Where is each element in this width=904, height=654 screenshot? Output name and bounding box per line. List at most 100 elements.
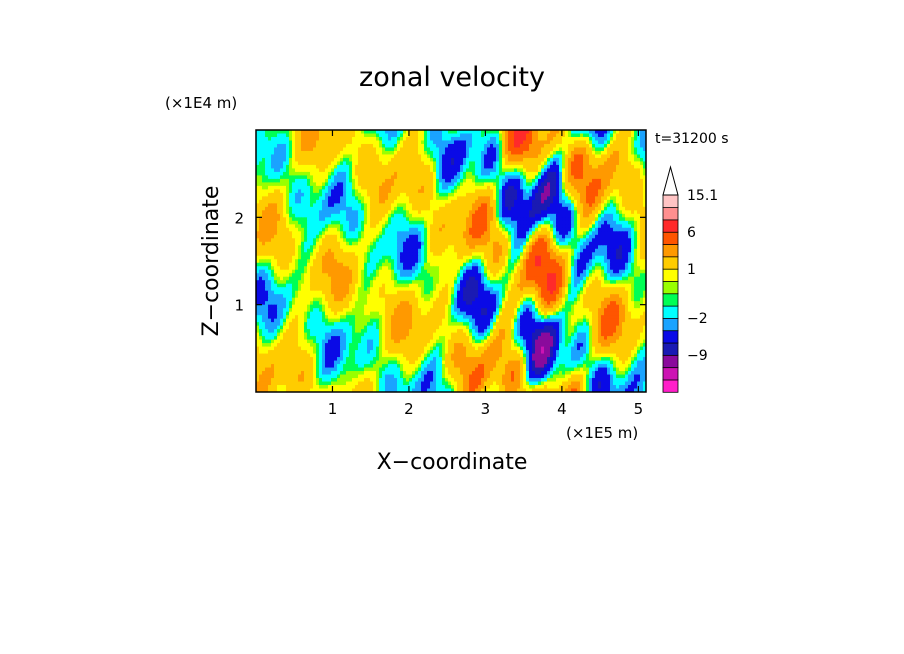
heatmap-cell xyxy=(400,157,404,162)
heatmap-cell xyxy=(337,136,341,141)
heatmap-cell xyxy=(586,234,590,239)
heatmap-cell xyxy=(481,217,485,222)
heatmap-cell xyxy=(640,259,644,264)
heatmap-cell xyxy=(487,231,491,236)
heatmap-cell xyxy=(331,189,335,194)
heatmap-cell xyxy=(364,224,368,229)
heatmap-cell xyxy=(385,259,389,264)
heatmap-cell xyxy=(319,210,323,215)
heatmap-cell xyxy=(274,199,278,204)
heatmap-cell xyxy=(364,206,368,211)
heatmap-cell xyxy=(487,203,491,208)
heatmap-cell xyxy=(568,220,572,225)
heatmap-cell xyxy=(565,252,569,257)
heatmap-cell xyxy=(268,182,272,187)
heatmap-cell xyxy=(376,178,380,183)
heatmap-cell xyxy=(409,178,413,183)
heatmap-cell xyxy=(439,199,443,204)
heatmap-cell xyxy=(373,175,377,180)
heatmap-cell xyxy=(391,192,395,197)
heatmap-cell xyxy=(589,157,593,162)
heatmap-cell xyxy=(268,154,272,159)
heatmap-cell xyxy=(457,175,461,180)
heatmap-cell xyxy=(577,241,581,246)
heatmap-cell xyxy=(346,164,350,169)
heatmap-cell xyxy=(256,136,260,141)
heatmap-cell xyxy=(634,196,638,201)
heatmap-cell xyxy=(274,157,278,162)
heatmap-cell xyxy=(406,154,410,159)
heatmap-cell xyxy=(517,210,521,215)
heatmap-cell xyxy=(373,203,377,208)
heatmap-cell xyxy=(352,189,356,194)
heatmap-cell xyxy=(559,220,563,225)
heatmap-cell xyxy=(394,196,398,201)
heatmap-cell xyxy=(373,234,377,239)
heatmap-cell xyxy=(424,147,428,152)
heatmap-cell xyxy=(439,130,443,134)
heatmap-cell xyxy=(343,161,347,166)
heatmap-cell xyxy=(304,220,308,225)
heatmap-cell xyxy=(466,185,470,190)
heatmap-cell xyxy=(607,248,611,253)
heatmap-cell xyxy=(262,199,266,204)
heatmap-cell xyxy=(577,161,581,166)
heatmap-cell xyxy=(448,150,452,155)
heatmap-cell xyxy=(376,175,380,180)
heatmap-cell xyxy=(493,234,497,239)
heatmap-cell xyxy=(292,157,296,162)
heatmap-cell xyxy=(331,185,335,190)
heatmap-cell xyxy=(490,224,494,229)
heatmap-cell xyxy=(415,227,419,232)
heatmap-cell xyxy=(259,196,263,201)
heatmap-cell xyxy=(397,185,401,190)
heatmap-cell xyxy=(583,234,587,239)
heatmap-cell xyxy=(577,245,581,250)
heatmap-cell xyxy=(520,210,524,215)
heatmap-cell xyxy=(562,161,566,166)
heatmap-cell xyxy=(631,245,635,250)
heatmap-cell xyxy=(322,168,326,173)
heatmap-cell xyxy=(340,252,344,257)
heatmap-cell xyxy=(508,143,512,148)
heatmap-cell xyxy=(511,189,515,194)
heatmap-cell xyxy=(643,241,646,246)
heatmap-cell xyxy=(520,140,524,145)
heatmap-cell xyxy=(454,150,458,155)
heatmap-cell xyxy=(454,147,458,152)
heatmap-cell xyxy=(274,161,278,166)
heatmap-cell xyxy=(283,168,287,173)
heatmap-cell xyxy=(271,259,275,264)
heatmap-cell xyxy=(565,164,569,169)
heatmap-cell xyxy=(466,231,470,236)
heatmap-cell xyxy=(394,185,398,190)
heatmap-cell xyxy=(469,161,473,166)
heatmap-cell xyxy=(433,259,437,264)
heatmap-cell xyxy=(637,182,641,187)
heatmap-cell xyxy=(541,199,545,204)
heatmap-cell xyxy=(376,231,380,236)
heatmap-cell xyxy=(598,171,602,176)
heatmap-cell xyxy=(460,241,464,246)
heatmap-cell xyxy=(403,130,407,134)
heatmap-cell xyxy=(496,245,500,250)
heatmap-cell xyxy=(445,150,449,155)
heatmap-cell xyxy=(544,210,548,215)
heatmap-cell xyxy=(325,154,329,159)
heatmap-cell xyxy=(625,140,629,145)
heatmap-cell xyxy=(586,192,590,197)
heatmap-cell xyxy=(394,259,398,264)
heatmap-cell xyxy=(388,189,392,194)
heatmap-cell xyxy=(322,147,326,152)
heatmap-cell xyxy=(628,241,632,246)
heatmap-cell xyxy=(592,147,596,152)
heatmap-cell xyxy=(394,206,398,211)
heatmap-cell xyxy=(361,143,365,148)
heatmap-cell xyxy=(631,217,635,222)
heatmap-cell xyxy=(478,178,482,183)
heatmap-cell xyxy=(373,185,377,190)
heatmap-cell xyxy=(586,150,590,155)
heatmap-cell xyxy=(322,182,326,187)
heatmap-cell xyxy=(436,147,440,152)
heatmap-cell xyxy=(256,245,260,250)
